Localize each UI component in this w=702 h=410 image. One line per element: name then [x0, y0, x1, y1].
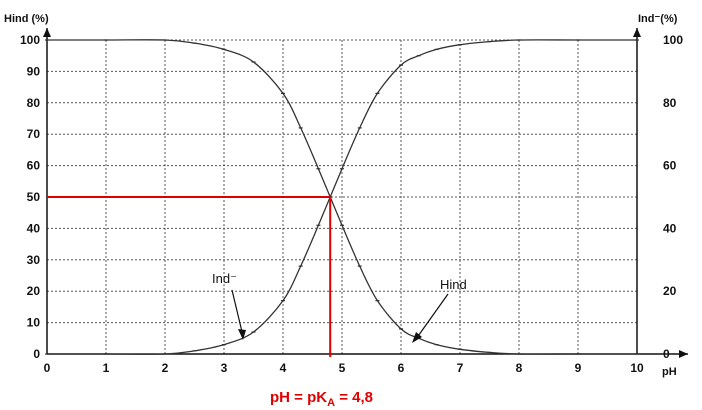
x-tick-label: 0: [44, 361, 51, 375]
hind-annotation: Hind: [440, 277, 467, 292]
x-tick-label: 4: [280, 361, 287, 375]
ind-arrowhead: [238, 329, 246, 340]
right-axis-arrow: [633, 28, 641, 37]
left-axis-label: Hind (%): [4, 13, 49, 25]
x-tick-label: 2: [162, 361, 169, 375]
left-axis-arrow: [43, 28, 51, 37]
x-axis-arrow: [679, 350, 688, 358]
annotation-arrows: [231, 289, 449, 343]
hind-arrow-line: [415, 293, 449, 340]
x-tick-label: 5: [339, 361, 346, 375]
right-tick-label: 60: [663, 159, 677, 173]
x-tick-label: 8: [516, 361, 523, 375]
tick-labels: 0 1 2 3 4 5 6 7 8 9 100102030405060708090100020406…: [20, 33, 683, 375]
pka-subscript: A: [327, 397, 335, 409]
curves: [45, 39, 639, 355]
x-tick-label: 1: [103, 361, 110, 375]
hind-arrowhead: [412, 332, 422, 343]
right-tick-label: 0: [663, 347, 670, 361]
pka-label: pH = pK: [270, 389, 327, 406]
x-tick-label: 9: [575, 361, 582, 375]
ind-arrow-line: [231, 289, 244, 337]
axes: [43, 28, 688, 358]
pka-annotation: pH = pKA = 4,8: [270, 389, 373, 409]
right-tick-label: 80: [663, 96, 677, 110]
left-tick-label: 40: [27, 221, 41, 235]
right-axis-label: Ind⁻(%): [638, 13, 678, 25]
x-tick-label: 6: [398, 361, 405, 375]
pka-value: = 4,8: [335, 389, 373, 406]
left-tick-label: 70: [27, 127, 41, 141]
left-tick-label: 90: [27, 64, 41, 78]
x-tick-label: 3: [221, 361, 228, 375]
left-tick-label: 20: [27, 284, 41, 298]
ind-annotation: Ind⁻: [212, 271, 237, 286]
x-tick-label: 10: [630, 361, 644, 375]
left-tick-label: 10: [27, 316, 41, 330]
x-tick-label: 7: [457, 361, 464, 375]
left-tick-label: 100: [20, 33, 40, 47]
x-axis-label: pH: [662, 366, 677, 378]
left-tick-label: 80: [27, 96, 41, 110]
left-tick-label: 0: [33, 347, 40, 361]
right-tick-label: 40: [663, 221, 677, 235]
right-tick-label: 100: [663, 33, 683, 47]
left-tick-label: 50: [27, 190, 41, 204]
left-tick-label: 30: [27, 253, 41, 267]
right-tick-label: 20: [663, 284, 677, 298]
reference-lines: [47, 196, 332, 357]
left-tick-label: 60: [27, 159, 41, 173]
